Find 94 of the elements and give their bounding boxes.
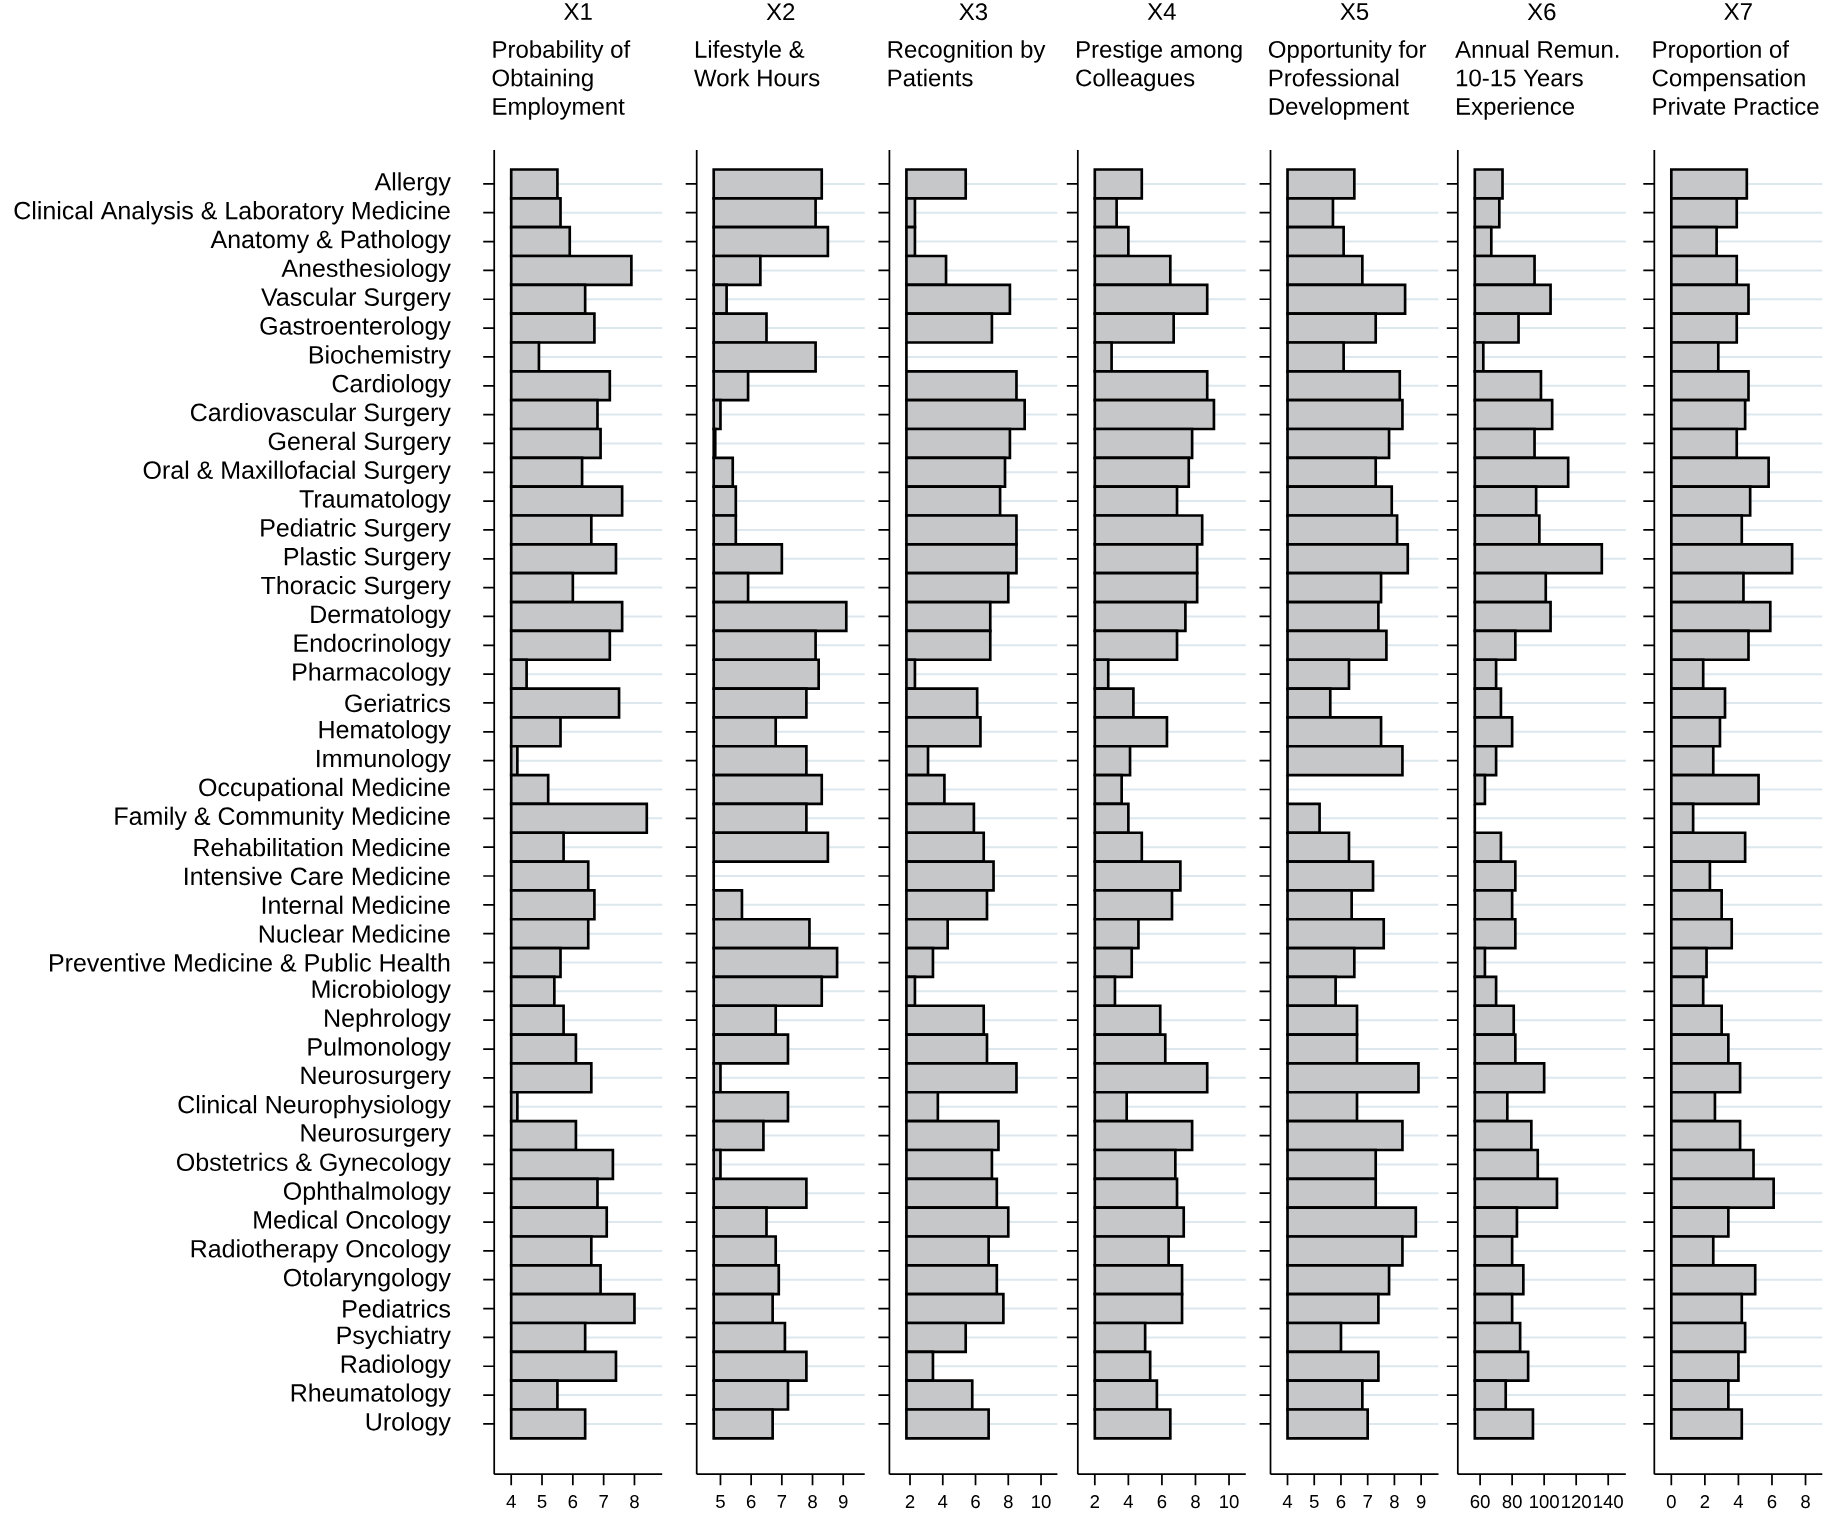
y-tick-label: Cardiology [332,374,451,398]
y-tick-label: Anatomy & Pathology [210,229,451,254]
y-tick-label: Allergy [374,172,451,196]
y-tick-label: Rheumatology [291,1383,451,1407]
chart-subtitle: Recognition by Patients [888,40,1046,87]
y-tick-label: Pediatrics [343,1299,451,1318]
x-tick-label: 9 [838,1495,848,1509]
x-tick-label: 8 [1390,1495,1399,1509]
y-tick-label: Neurosurgery [301,1066,451,1090]
chart-title: X1 [564,3,592,20]
x-tick-label: 2 [1700,1495,1710,1508]
y-tick-label: Urology [366,1412,451,1436]
y-tick-label: Pediatric Surgery [261,518,451,542]
x-tick-label: 7 [1363,1495,1372,1508]
y-tick-label: Internal Medicine [262,895,450,915]
y-tick-label: Otolaryngology [283,1268,451,1292]
y-tick-label: Microbiology [312,979,451,1004]
x-tick-label: 140 [1594,1495,1623,1509]
y-tick-label: Neurosurgery [301,1124,451,1147]
y-tick-label: Gastroenterology [260,316,451,340]
x-tick-label: 4 [1123,1495,1133,1508]
x-tick-label: 8 [630,1495,639,1509]
chart-subtitle: Proportion of Compensation Private Practice [1652,40,1819,115]
y-tick-label: Hematology [319,720,451,744]
chart-title: X3 [959,3,988,21]
y-tick-label: Traumatology [299,489,451,513]
y-tick-label: Immunology [317,748,451,773]
y-tick-label: Occupational Medicine [199,777,450,802]
chart-subtitle: Probability of Obtaining Employment [492,40,631,120]
y-tick-label: Nephrology [325,1008,451,1032]
y-tick-label: Rehabilitation Medicine [194,837,450,857]
x-tick-label: 2 [905,1495,915,1508]
x-tick-label: 7 [599,1495,608,1508]
y-tick-label: Family & Community Medicine [115,806,450,830]
y-tick-label: Preventive Medicine & Public Health [50,953,450,972]
x-tick-label: 4 [1282,1495,1293,1508]
y-tick-label: Radiology [341,1354,451,1378]
chart-subtitle: Annual Remun. 10-15 Years Experience [1455,40,1619,120]
chart-title: X7 [1724,3,1752,20]
y-tick-label: Medical Oncology [254,1210,451,1234]
x-tick-label: 5 [716,1495,725,1508]
y-tick-label: Psychiatry [337,1325,451,1350]
y-tick-label: General Surgery [268,431,451,456]
x-tick-label: 7 [777,1495,787,1508]
x-tick-label: 6 [568,1495,578,1509]
x-tick-label: 100 [1530,1495,1559,1509]
x-tick-label: 8 [808,1495,817,1509]
x-tick-label: 4 [506,1495,516,1508]
x-tick-label: 5 [537,1495,547,1508]
x-tick-label: 8 [1801,1495,1810,1509]
x-tick-label: 8 [1191,1495,1200,1509]
chart-title: X6 [1527,3,1556,21]
chart-title: X2 [766,3,795,21]
y-tick-label: Radiotherapy Oncology [191,1239,451,1263]
x-tick-label: 60 [1470,1495,1490,1509]
y-tick-label: Clinical Neurophysiology [178,1095,451,1119]
x-tick-label: 120 [1562,1495,1591,1509]
y-tick-label: Clinical Analysis & Laboratory Medicine [14,201,450,225]
x-tick-label: 2 [1090,1495,1100,1508]
y-tick-label: Oral & Maxillofacial Surgery [143,460,451,484]
y-tick-label: Thoracic Surgery [261,575,451,600]
x-tick-label: 6 [1767,1495,1777,1509]
x-tick-label: 6 [1157,1495,1167,1509]
x-tick-label: 6 [1336,1495,1346,1509]
chart-subtitle: Opportunity for Professional Development [1268,40,1427,120]
y-tick-label: Vascular Surgery [261,287,451,311]
chart-title: X5 [1340,3,1369,20]
x-tick-label: 4 [938,1495,948,1508]
y-tick-label: Plastic Surgery [284,547,451,571]
y-tick-label: Endocrinology [294,633,451,657]
chart-title: X4 [1147,3,1176,20]
y-tick-label: Ophthalmology [283,1181,451,1205]
chart-subtitle: Lifestyle & Work Hours [694,40,820,87]
y-tick-label: Nuclear Medicine [259,924,450,943]
y-tick-label: Obstetrics & Gynecology [177,1152,451,1177]
chart-subtitle: Prestige among Colleagues [1076,40,1242,92]
x-tick-label: 5 [1309,1495,1319,1508]
y-tick-label: Pulmonology [308,1037,451,1061]
x-tick-label: 6 [746,1495,756,1509]
x-tick-label: 4 [1733,1495,1744,1508]
y-tick-label: Cardiovascular Surgery [190,402,451,427]
y-tick-label: Dermatology [311,604,451,629]
y-tick-label: Intensive Care Medicine [185,866,450,886]
y-tick-label: Geriatrics [345,693,451,713]
x-tick-label: 6 [971,1495,980,1509]
x-tick-label: 0 [1666,1495,1676,1509]
x-tick-label: 10 [1220,1495,1239,1509]
x-tick-label: 10 [1032,1495,1051,1509]
x-tick-label: 80 [1502,1495,1522,1509]
y-tick-label: Anesthesiology [281,258,451,283]
x-tick-label: 9 [1416,1495,1426,1509]
y-tick-label: Pharmacology [293,662,451,686]
x-tick-label: 8 [1003,1495,1013,1509]
y-tick-label: Biochemistry [309,345,451,369]
